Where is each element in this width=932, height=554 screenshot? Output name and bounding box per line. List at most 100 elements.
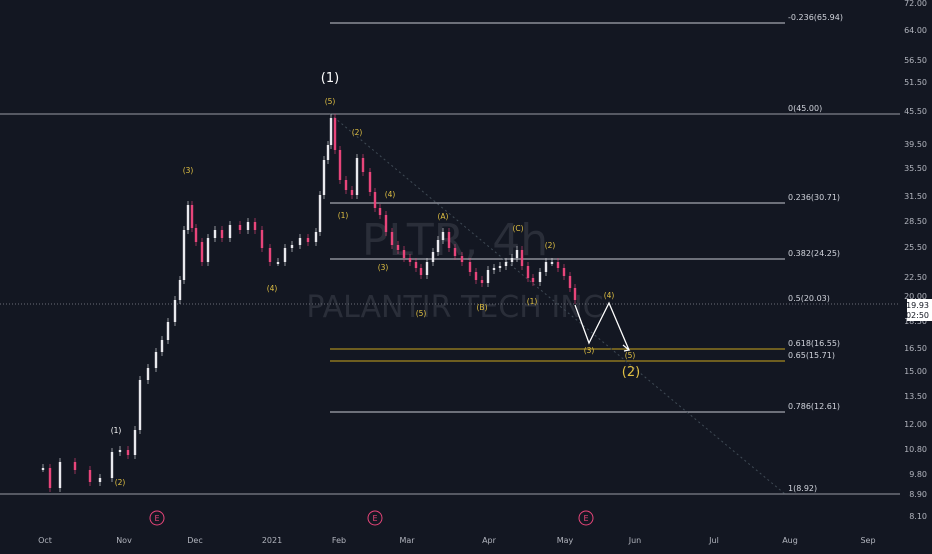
price-axis[interactable]: 72.00 64.00 56.50 51.50 45.50 39.50 35.5… bbox=[904, 0, 927, 521]
candle-body bbox=[573, 288, 577, 300]
candle-body bbox=[329, 118, 333, 145]
earnings-event-icon bbox=[149, 510, 165, 526]
price-tag-background bbox=[907, 299, 932, 321]
candle-body bbox=[314, 232, 318, 242]
projection-path[interactable] bbox=[574, 301, 630, 351]
fib-label: 0.236(30.71) bbox=[788, 193, 840, 202]
candle-body bbox=[298, 238, 302, 245]
wave-label: (3) bbox=[183, 166, 194, 175]
candle-body bbox=[425, 262, 429, 275]
price-tick: 18.50 bbox=[904, 317, 927, 326]
fib-label: 0.5(20.03) bbox=[788, 294, 830, 303]
candle-body bbox=[146, 368, 150, 380]
time-axis[interactable]: Oct Nov Dec 2021 Feb Mar Apr May Jun Jul… bbox=[38, 536, 875, 545]
fib-label: -0.236(65.94) bbox=[788, 13, 843, 22]
candle-body bbox=[447, 232, 451, 248]
watermark-name: PALANTIR TECH INC bbox=[306, 290, 603, 325]
time-tick: Oct bbox=[38, 536, 52, 545]
time-tick: Dec bbox=[187, 536, 202, 545]
candle-body bbox=[544, 262, 548, 272]
wave-label: (5) bbox=[325, 97, 336, 106]
wave-label-major-2: (2) bbox=[622, 365, 640, 380]
time-tick: Mar bbox=[399, 536, 415, 545]
candle-body bbox=[436, 240, 440, 252]
candle-body bbox=[126, 450, 130, 455]
time-tick: Apr bbox=[482, 536, 497, 545]
candle-body bbox=[98, 478, 102, 482]
candle-body bbox=[562, 268, 566, 276]
candle-body bbox=[390, 232, 394, 245]
candle-body bbox=[373, 192, 377, 208]
price-tick: 15.00 bbox=[904, 367, 927, 376]
price-tick: 51.50 bbox=[904, 78, 927, 87]
candle-body bbox=[276, 262, 280, 264]
candle-body bbox=[402, 250, 406, 258]
candle-body bbox=[486, 270, 490, 283]
candle-body bbox=[384, 215, 388, 232]
elliott-wave-labels[interactable]: (1) (5) (1) (2) (3) (4) (2) (1) (4) (3) … bbox=[111, 71, 641, 487]
price-tick: 20.00 bbox=[904, 292, 927, 301]
price-tag-value: 19.93 bbox=[906, 301, 929, 310]
wave-label-major-1: (1) bbox=[321, 71, 339, 86]
candle-body bbox=[283, 248, 287, 262]
projection-arrow-icon bbox=[622, 344, 631, 352]
candle-body bbox=[344, 180, 348, 190]
candle-body bbox=[368, 172, 372, 192]
earnings-event-badge[interactable]: E bbox=[367, 510, 383, 526]
earnings-event-badge[interactable]: E bbox=[149, 510, 165, 526]
fib-retracement-tool[interactable]: -0.236(65.94) 0(45.00) 0.236(30.71) 0.38… bbox=[0, 13, 900, 495]
candle-body bbox=[220, 230, 224, 238]
candle-body bbox=[492, 268, 496, 270]
wave-label: (1) bbox=[338, 211, 349, 220]
price-tick: 72.00 bbox=[904, 0, 927, 8]
candle-body bbox=[206, 238, 210, 262]
candle-body bbox=[419, 268, 423, 275]
candle-body bbox=[166, 322, 170, 340]
candle-body bbox=[441, 232, 445, 240]
time-tick: Jun bbox=[628, 536, 642, 545]
candle-body bbox=[260, 230, 264, 248]
event-label: E bbox=[372, 514, 377, 523]
time-tick: May bbox=[557, 536, 574, 545]
current-price-tag: 19.93 02:50 bbox=[906, 299, 932, 321]
wave-label: (2) bbox=[352, 128, 363, 137]
price-tick: 9.80 bbox=[909, 470, 927, 479]
candle-body bbox=[268, 248, 272, 262]
wave-label: (A) bbox=[438, 212, 449, 221]
candle-body bbox=[238, 225, 242, 230]
candle-body bbox=[154, 352, 158, 368]
wave-label: (2) bbox=[545, 241, 556, 250]
candle-body bbox=[396, 245, 400, 250]
event-label: E bbox=[583, 514, 588, 523]
candle-body bbox=[350, 190, 354, 195]
earnings-event-icon bbox=[578, 510, 594, 526]
candle-body bbox=[190, 205, 194, 228]
earnings-event-badge[interactable]: E bbox=[578, 510, 594, 526]
price-tick: 28.50 bbox=[904, 217, 927, 226]
time-tick: Jul bbox=[708, 536, 719, 545]
candle-body bbox=[468, 262, 472, 272]
candle-body bbox=[200, 242, 204, 262]
time-tick: Aug bbox=[782, 536, 798, 545]
candle-body bbox=[58, 462, 62, 488]
candle-body bbox=[88, 470, 92, 482]
candle-body bbox=[480, 280, 484, 283]
wave-label: (2) bbox=[115, 478, 126, 487]
candle-body bbox=[48, 468, 52, 488]
candlestick-series[interactable] bbox=[41, 114, 577, 492]
price-tick: 16.50 bbox=[904, 344, 927, 353]
time-tick: Feb bbox=[332, 536, 346, 545]
fib-label: 0.786(12.61) bbox=[788, 402, 840, 411]
price-tick: 22.50 bbox=[904, 273, 927, 282]
candle-body bbox=[194, 228, 198, 242]
price-tick: 10.80 bbox=[904, 445, 927, 454]
candle-body bbox=[133, 430, 137, 455]
candle-body bbox=[326, 145, 330, 160]
wave-label: (3) bbox=[584, 346, 595, 355]
wave-label: (B) bbox=[477, 303, 488, 312]
candle-body bbox=[318, 195, 322, 232]
candle-body bbox=[526, 266, 530, 278]
